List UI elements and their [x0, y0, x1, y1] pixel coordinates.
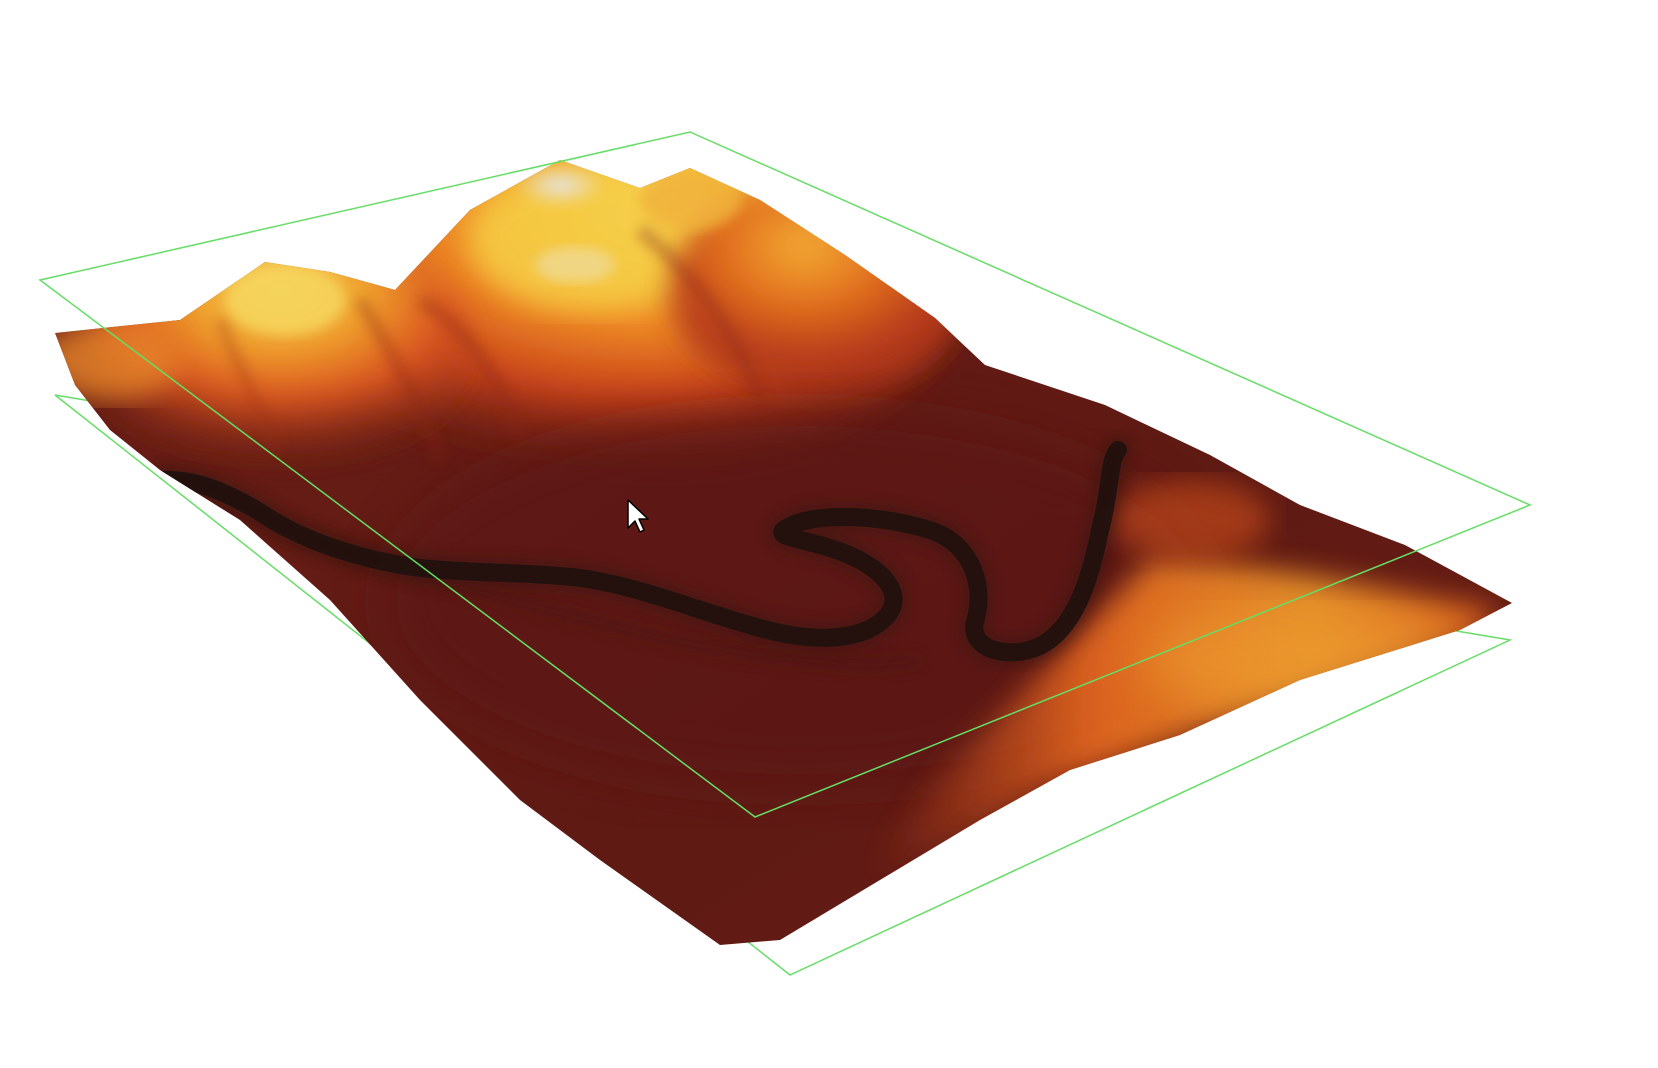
- mouse-pointer-icon: [627, 499, 649, 533]
- bounding-box-top-plane: [38, 131, 1532, 818]
